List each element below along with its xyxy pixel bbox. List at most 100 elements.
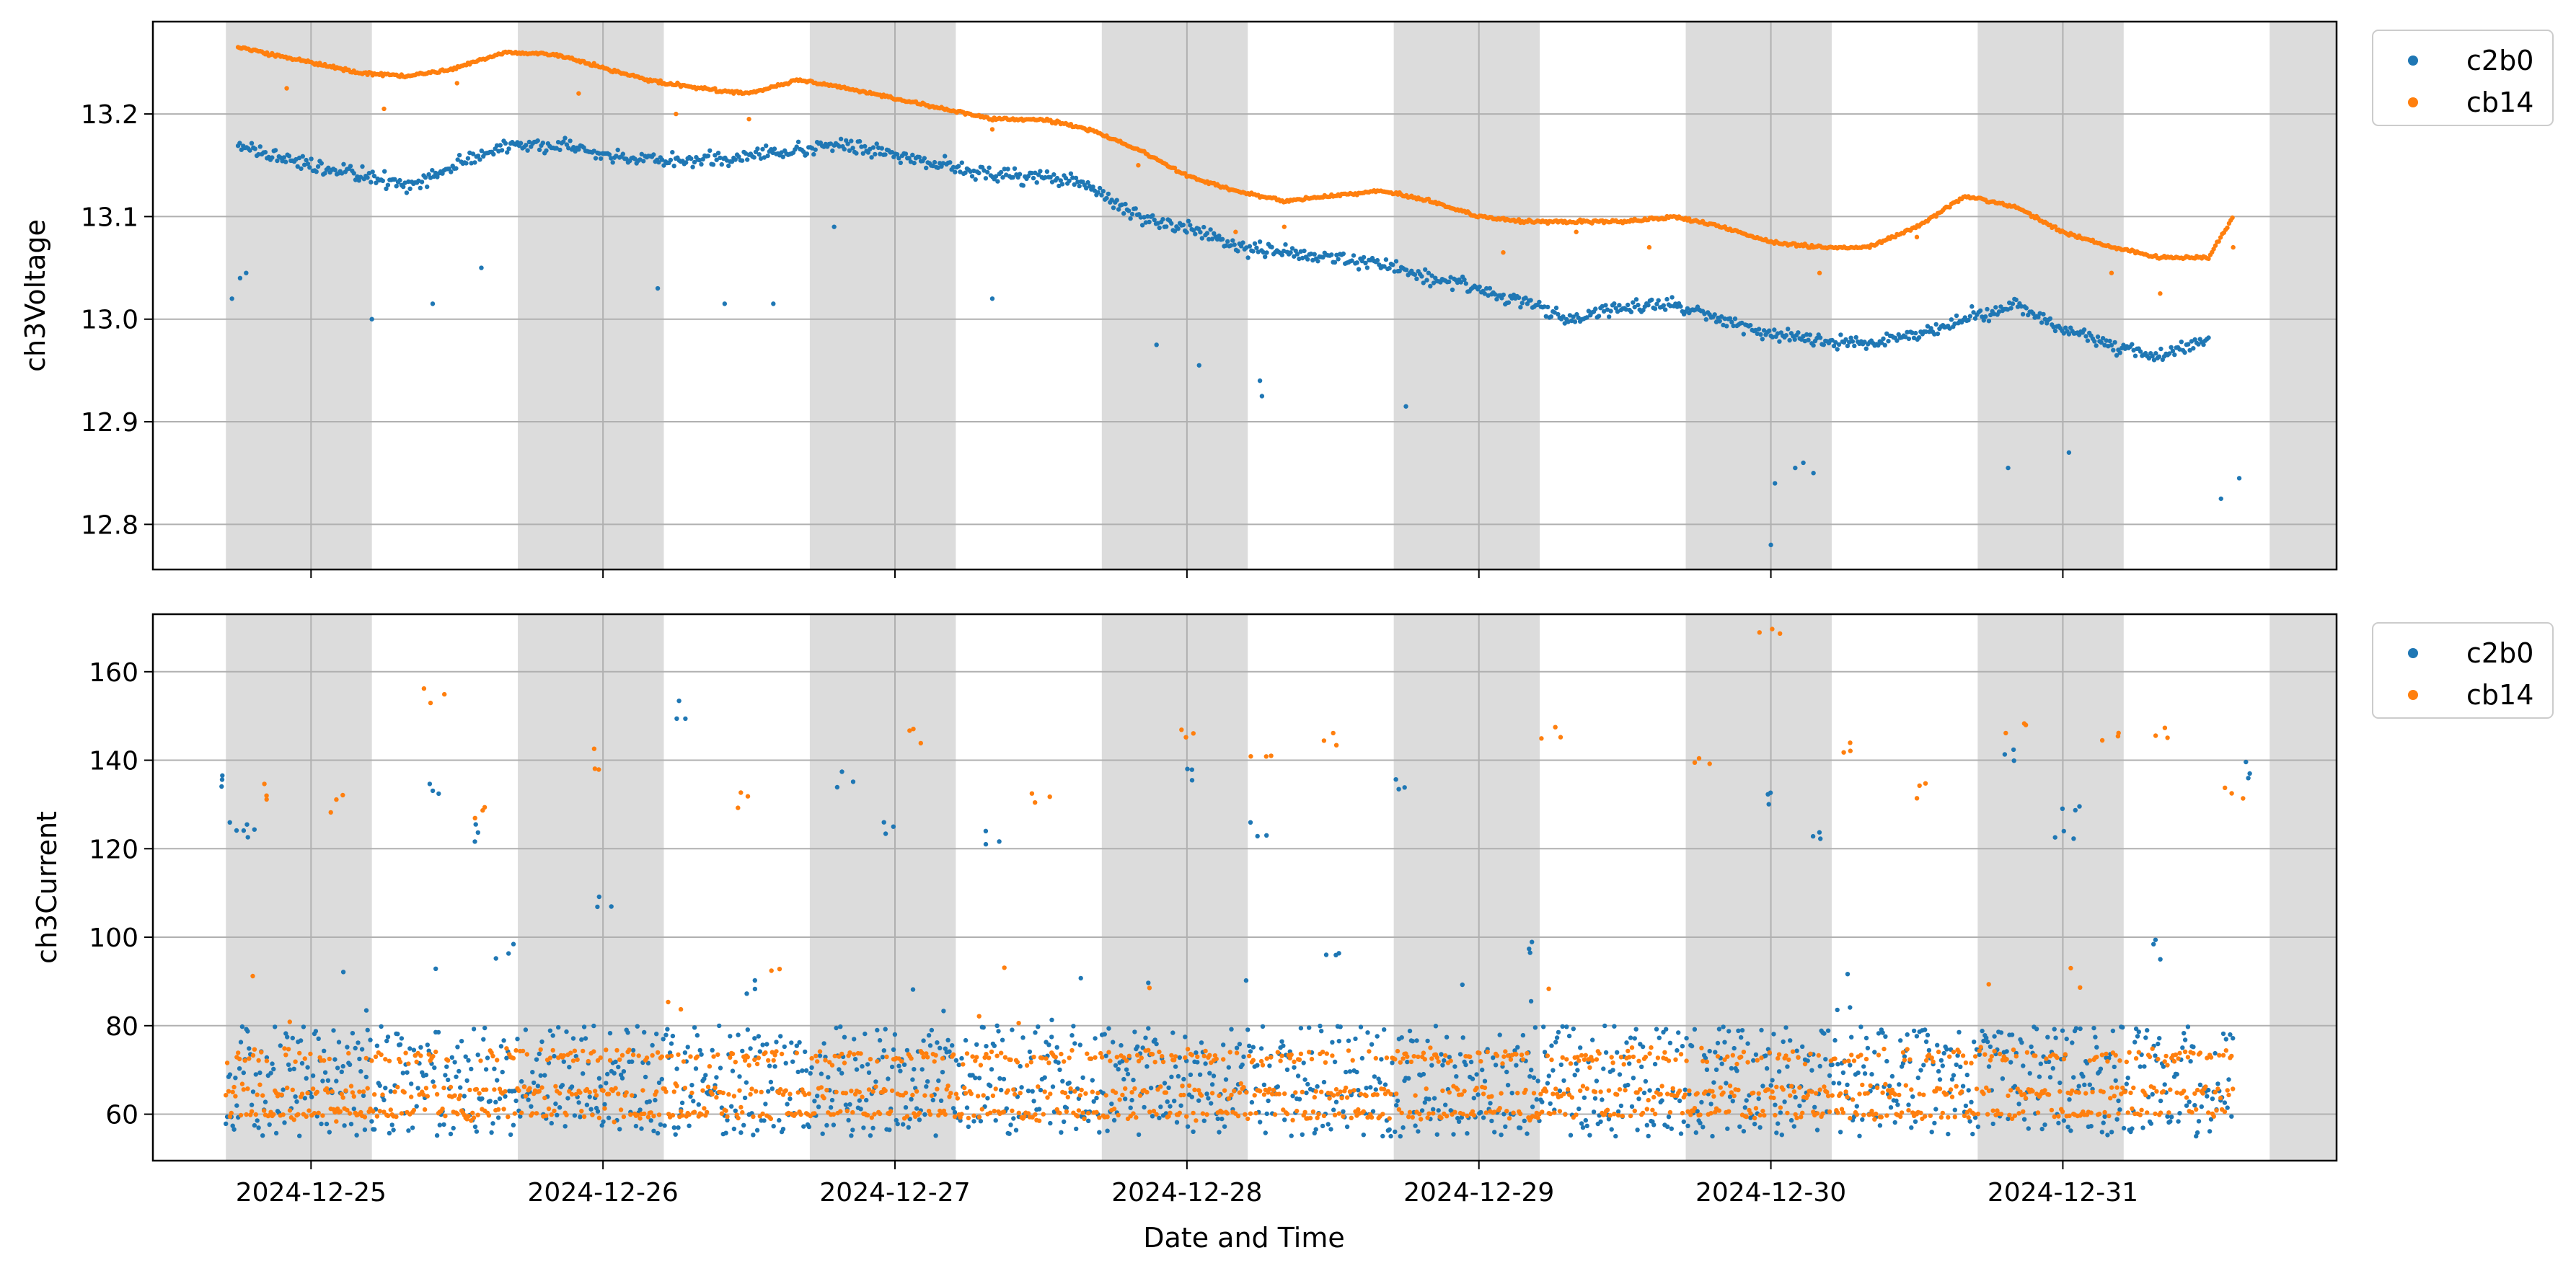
data-point bbox=[699, 1112, 704, 1117]
data-point bbox=[1913, 1119, 1918, 1125]
data-point bbox=[498, 143, 503, 148]
data-point bbox=[384, 1038, 389, 1044]
data-point bbox=[909, 1056, 914, 1061]
data-point bbox=[2093, 1034, 2098, 1040]
data-point bbox=[989, 1067, 994, 1072]
data-point bbox=[570, 1036, 576, 1041]
data-point bbox=[844, 138, 849, 143]
data-point bbox=[1288, 250, 1293, 255]
data-point bbox=[1328, 1127, 1333, 1132]
data-point bbox=[325, 1090, 331, 1095]
data-point bbox=[670, 150, 675, 155]
data-point bbox=[1602, 1023, 1607, 1029]
data-point bbox=[638, 1116, 643, 1121]
data-point bbox=[1540, 1109, 1545, 1115]
data-point bbox=[2050, 1065, 2055, 1071]
data-point bbox=[741, 1122, 746, 1128]
data-point bbox=[1584, 315, 1589, 320]
data-point bbox=[2153, 1053, 2158, 1058]
data-point bbox=[1295, 1073, 1301, 1078]
data-point bbox=[1116, 207, 1121, 212]
data-point bbox=[1319, 1029, 1324, 1034]
data-point bbox=[256, 1125, 261, 1130]
data-point bbox=[348, 1084, 354, 1089]
data-point bbox=[293, 1059, 298, 1064]
data-point bbox=[1172, 1099, 1177, 1104]
data-point bbox=[812, 1099, 817, 1104]
data-point bbox=[760, 1042, 765, 1047]
data-point bbox=[305, 1065, 310, 1070]
data-point bbox=[690, 164, 695, 169]
data-point bbox=[1025, 1089, 1031, 1094]
data-point bbox=[320, 1078, 325, 1084]
data-point bbox=[1906, 336, 1912, 342]
data-point bbox=[990, 1093, 996, 1099]
data-point bbox=[418, 1053, 423, 1058]
data-point bbox=[1124, 1067, 1129, 1072]
data-point bbox=[733, 157, 738, 162]
data-point bbox=[2189, 339, 2195, 344]
data-point bbox=[1158, 1104, 1163, 1109]
data-point bbox=[630, 1047, 636, 1053]
night-shading-band bbox=[1977, 22, 2124, 570]
data-point bbox=[771, 1058, 776, 1063]
data-point bbox=[850, 1109, 855, 1115]
data-point bbox=[2172, 352, 2177, 358]
data-point bbox=[322, 1058, 327, 1063]
data-point bbox=[2182, 350, 2187, 355]
data-point bbox=[385, 182, 391, 187]
data-point bbox=[815, 1094, 820, 1099]
data-point bbox=[663, 1032, 669, 1037]
data-point bbox=[587, 1094, 592, 1099]
data-point bbox=[899, 1059, 904, 1064]
data-point bbox=[1551, 1091, 1556, 1096]
data-point bbox=[534, 1111, 539, 1116]
data-point bbox=[1369, 1042, 1375, 1047]
data-point bbox=[302, 1056, 307, 1061]
data-point bbox=[1116, 1112, 1121, 1118]
data-point bbox=[643, 1074, 648, 1080]
data-point bbox=[754, 1089, 759, 1094]
data-point bbox=[1074, 1126, 1079, 1132]
outlier-point bbox=[381, 106, 387, 112]
data-point bbox=[714, 1095, 719, 1100]
data-point bbox=[1072, 1089, 1077, 1094]
data-point bbox=[2024, 306, 2029, 311]
data-point bbox=[1459, 1115, 1465, 1120]
data-point bbox=[1661, 1029, 1666, 1035]
data-point bbox=[910, 152, 915, 158]
data-point bbox=[498, 1044, 504, 1049]
data-point bbox=[1631, 300, 1636, 305]
data-point bbox=[1923, 329, 1928, 334]
data-point bbox=[336, 1040, 342, 1045]
data-point bbox=[448, 1131, 454, 1137]
data-point bbox=[1739, 1034, 1744, 1040]
data-point bbox=[780, 154, 786, 159]
data-point bbox=[1146, 1026, 1151, 1031]
data-point bbox=[1523, 295, 1528, 301]
data-point bbox=[1500, 1061, 1505, 1066]
data-point bbox=[689, 156, 694, 161]
data-point bbox=[635, 1024, 640, 1029]
data-point bbox=[250, 1089, 256, 1094]
data-point bbox=[800, 1068, 805, 1073]
data-point bbox=[1958, 1064, 1963, 1070]
data-point bbox=[1104, 195, 1109, 201]
outlier-point bbox=[479, 265, 484, 270]
data-point bbox=[247, 1056, 252, 1061]
data-point bbox=[1748, 323, 1753, 328]
data-point bbox=[1209, 1101, 1214, 1106]
data-point bbox=[653, 1097, 658, 1103]
data-point bbox=[947, 1094, 952, 1099]
outlier-point bbox=[369, 316, 374, 322]
data-point bbox=[1189, 1053, 1195, 1058]
data-point bbox=[2036, 314, 2041, 319]
data-point bbox=[1476, 1092, 1481, 1097]
data-point bbox=[873, 1084, 878, 1089]
data-point bbox=[263, 150, 268, 155]
data-point bbox=[1258, 1089, 1263, 1094]
data-point bbox=[350, 1031, 356, 1036]
data-point bbox=[581, 1071, 586, 1076]
data-point bbox=[2039, 320, 2045, 325]
data-point bbox=[1721, 1024, 1726, 1029]
